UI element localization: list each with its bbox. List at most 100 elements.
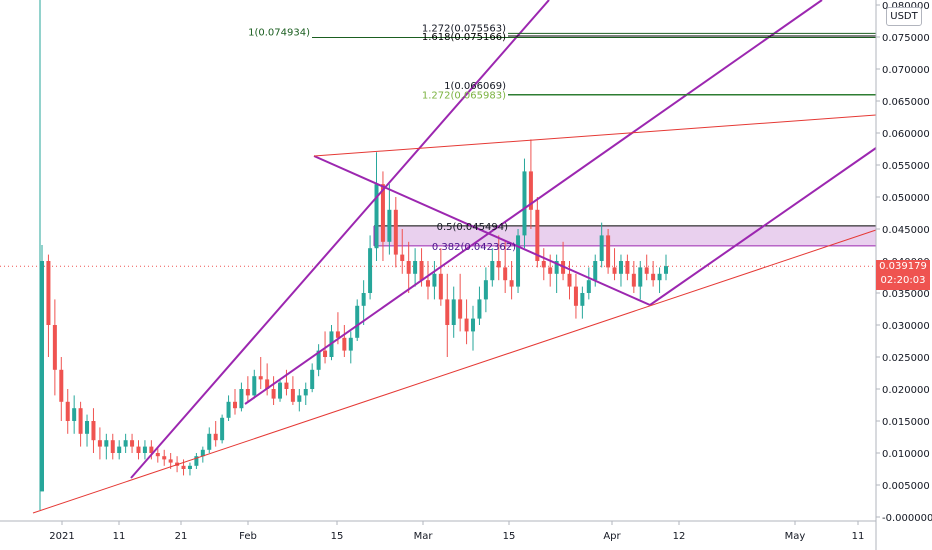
fib-label-1-upper: 1(0.074934) bbox=[248, 27, 310, 38]
y-tick-label: 0.045000 bbox=[882, 225, 930, 236]
fib-zone-rect[interactable] bbox=[373, 225, 876, 247]
candle-body bbox=[651, 273, 656, 281]
candle-body bbox=[213, 433, 218, 441]
y-tick-label: -0.000000 bbox=[882, 513, 932, 524]
candle-body bbox=[110, 440, 115, 453]
candle-body bbox=[123, 440, 128, 447]
current-price-tag: 0.039179 02:20:03 bbox=[876, 260, 930, 290]
pitchfork-median bbox=[244, 0, 823, 405]
pitchfork-upper bbox=[130, 0, 550, 479]
candle-body bbox=[290, 389, 295, 402]
x-tick-label: 2021 bbox=[49, 531, 74, 542]
candle-body bbox=[625, 261, 630, 274]
candle-body bbox=[548, 267, 553, 274]
candle-body bbox=[355, 305, 360, 338]
candle-body bbox=[97, 440, 102, 447]
candle-body bbox=[303, 389, 308, 396]
candle-body bbox=[535, 209, 540, 261]
y-tick-label: 0.020000 bbox=[882, 385, 930, 396]
candle-body bbox=[541, 261, 546, 268]
candle-body bbox=[194, 456, 199, 466]
candle-body bbox=[490, 261, 495, 281]
candle-body bbox=[78, 408, 83, 434]
candle-body bbox=[348, 337, 353, 351]
candle-body bbox=[458, 299, 463, 319]
candle-body bbox=[509, 280, 514, 287]
candle-body bbox=[406, 261, 411, 274]
candle-body bbox=[516, 235, 521, 287]
candle-body bbox=[618, 261, 623, 274]
candle-body bbox=[599, 235, 604, 261]
candle-body bbox=[664, 266, 668, 274]
pitchfork-handle bbox=[313, 155, 651, 306]
candle-body bbox=[252, 376, 257, 396]
candle-body bbox=[471, 318, 476, 332]
candle-body bbox=[387, 209, 392, 242]
y-tick-label: 0.070000 bbox=[882, 65, 930, 76]
candle-body bbox=[316, 350, 321, 370]
resistance-trendline bbox=[313, 114, 877, 157]
candle-body bbox=[368, 248, 373, 293]
zone-fill bbox=[374, 225, 876, 246]
candle-body bbox=[278, 382, 283, 399]
y-tick-label: 0.050000 bbox=[882, 193, 930, 204]
candlestick-series bbox=[40, 139, 668, 492]
candle-body bbox=[130, 440, 135, 447]
candle-body bbox=[59, 369, 64, 402]
x-tick-label: Mar bbox=[414, 531, 434, 542]
fib-label-1618-upper: 1.618(0.075166) bbox=[422, 32, 506, 43]
time-axis[interactable]: 2021 11 21 Feb 15 Mar 15 Apr 12 May 11 bbox=[0, 520, 876, 542]
candle-body bbox=[451, 299, 456, 325]
candle-body bbox=[638, 267, 643, 287]
candle-body bbox=[136, 446, 141, 453]
candle-body bbox=[361, 293, 366, 306]
candle-body bbox=[226, 401, 231, 418]
currency-label[interactable]: USDT bbox=[886, 7, 922, 26]
candle-body bbox=[245, 389, 250, 396]
support-trendline bbox=[32, 229, 877, 514]
y-tick-label: 0.075000 bbox=[882, 33, 930, 44]
y-tick-label: 0.060000 bbox=[882, 129, 930, 140]
y-tick-label: 0.065000 bbox=[882, 97, 930, 108]
fib-label-1272-upper: 1.272(0.075563) bbox=[422, 23, 506, 34]
fib-level-labels: 1.272(0.075563)1.618(0.075166) 1(0.074934… bbox=[248, 23, 516, 252]
candle-body bbox=[52, 325, 57, 370]
current-price-value: 0.039179 bbox=[879, 261, 927, 272]
x-tick-label: 15 bbox=[503, 531, 516, 542]
fib-label-1272-lower: 1.272(0.065983) bbox=[422, 91, 506, 102]
candle-body bbox=[200, 449, 205, 457]
candle-body bbox=[631, 273, 636, 287]
candle-body bbox=[483, 280, 488, 300]
candle-body bbox=[149, 446, 154, 453]
candle-body bbox=[644, 267, 649, 274]
candle-body bbox=[374, 184, 379, 249]
candle-body bbox=[168, 459, 173, 463]
candle-body bbox=[432, 273, 437, 287]
candle-body bbox=[400, 254, 405, 261]
candle-body bbox=[72, 408, 77, 421]
candle-body bbox=[40, 261, 44, 492]
candle-body bbox=[85, 421, 90, 434]
candle-body bbox=[220, 417, 225, 441]
candle-body bbox=[425, 280, 430, 287]
candle-body bbox=[207, 433, 212, 450]
candle-body bbox=[232, 401, 237, 409]
candle-body bbox=[413, 261, 418, 274]
fib-level-lines[interactable] bbox=[312, 32, 876, 96]
candle-body bbox=[162, 456, 167, 460]
candle-body bbox=[477, 299, 482, 319]
chart-drawings[interactable] bbox=[32, 0, 877, 514]
candle-body bbox=[419, 261, 424, 281]
x-tick-label: 21 bbox=[175, 531, 188, 542]
candle-body bbox=[593, 261, 598, 281]
y-tick-label: 0.010000 bbox=[882, 449, 930, 460]
candle-body bbox=[117, 446, 122, 453]
candle-body bbox=[612, 267, 617, 274]
x-tick-label: 11 bbox=[113, 531, 126, 542]
candle-body bbox=[554, 261, 559, 274]
candle-body bbox=[271, 389, 276, 399]
candle-body bbox=[297, 395, 302, 402]
candle-body bbox=[181, 465, 186, 469]
x-tick-label: May bbox=[785, 531, 806, 542]
